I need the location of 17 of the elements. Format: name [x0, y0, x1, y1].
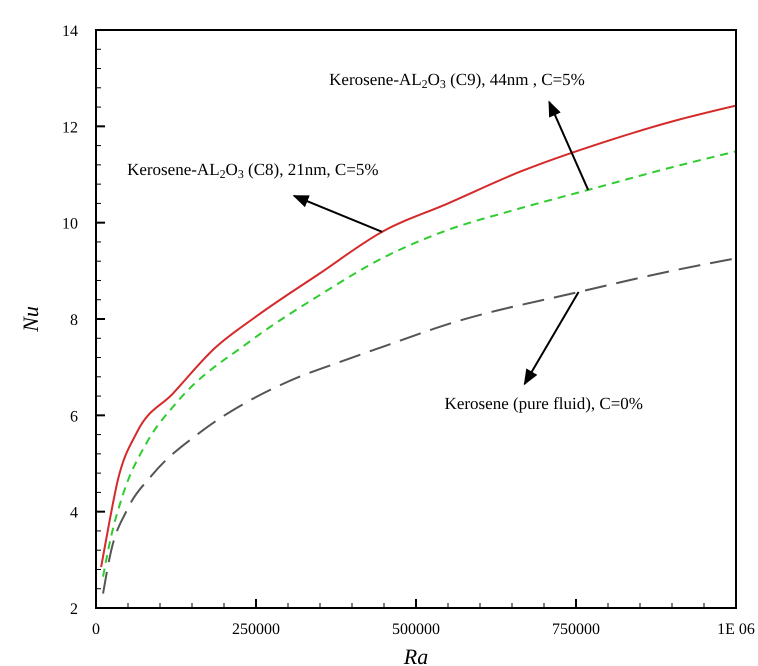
y-axis-title: Nu — [18, 306, 43, 333]
x-tick-label: 1E 06 — [717, 621, 755, 638]
annotation: Kerosene-AL$_{2}$O$_{3}$ (C8), 21nm, C=5% — [127, 160, 379, 181]
x-axis-title: Ra — [402, 644, 428, 666]
x-tick-label: 250000 — [232, 621, 280, 638]
y-tick-label: 12 — [62, 119, 78, 136]
annotation: Kerosene-AL$_{2}$O$_{3}$ (C9), 44nm , C=5% — [329, 70, 585, 91]
x-tick-label: 500000 — [392, 621, 440, 638]
y-tick-label: 2 — [70, 601, 78, 618]
annotation: Kerosene (pure fluid), C=0% — [444, 394, 643, 414]
y-tick-label: 14 — [62, 23, 78, 40]
y-tick-label: 4 — [70, 504, 78, 522]
y-tick-label: 8 — [70, 312, 78, 329]
y-tick-label: 10 — [62, 216, 78, 233]
x-tick-label: 0 — [92, 621, 100, 638]
x-tick-label: 750000 — [552, 621, 600, 638]
y-tick-label: 6 — [70, 408, 78, 426]
